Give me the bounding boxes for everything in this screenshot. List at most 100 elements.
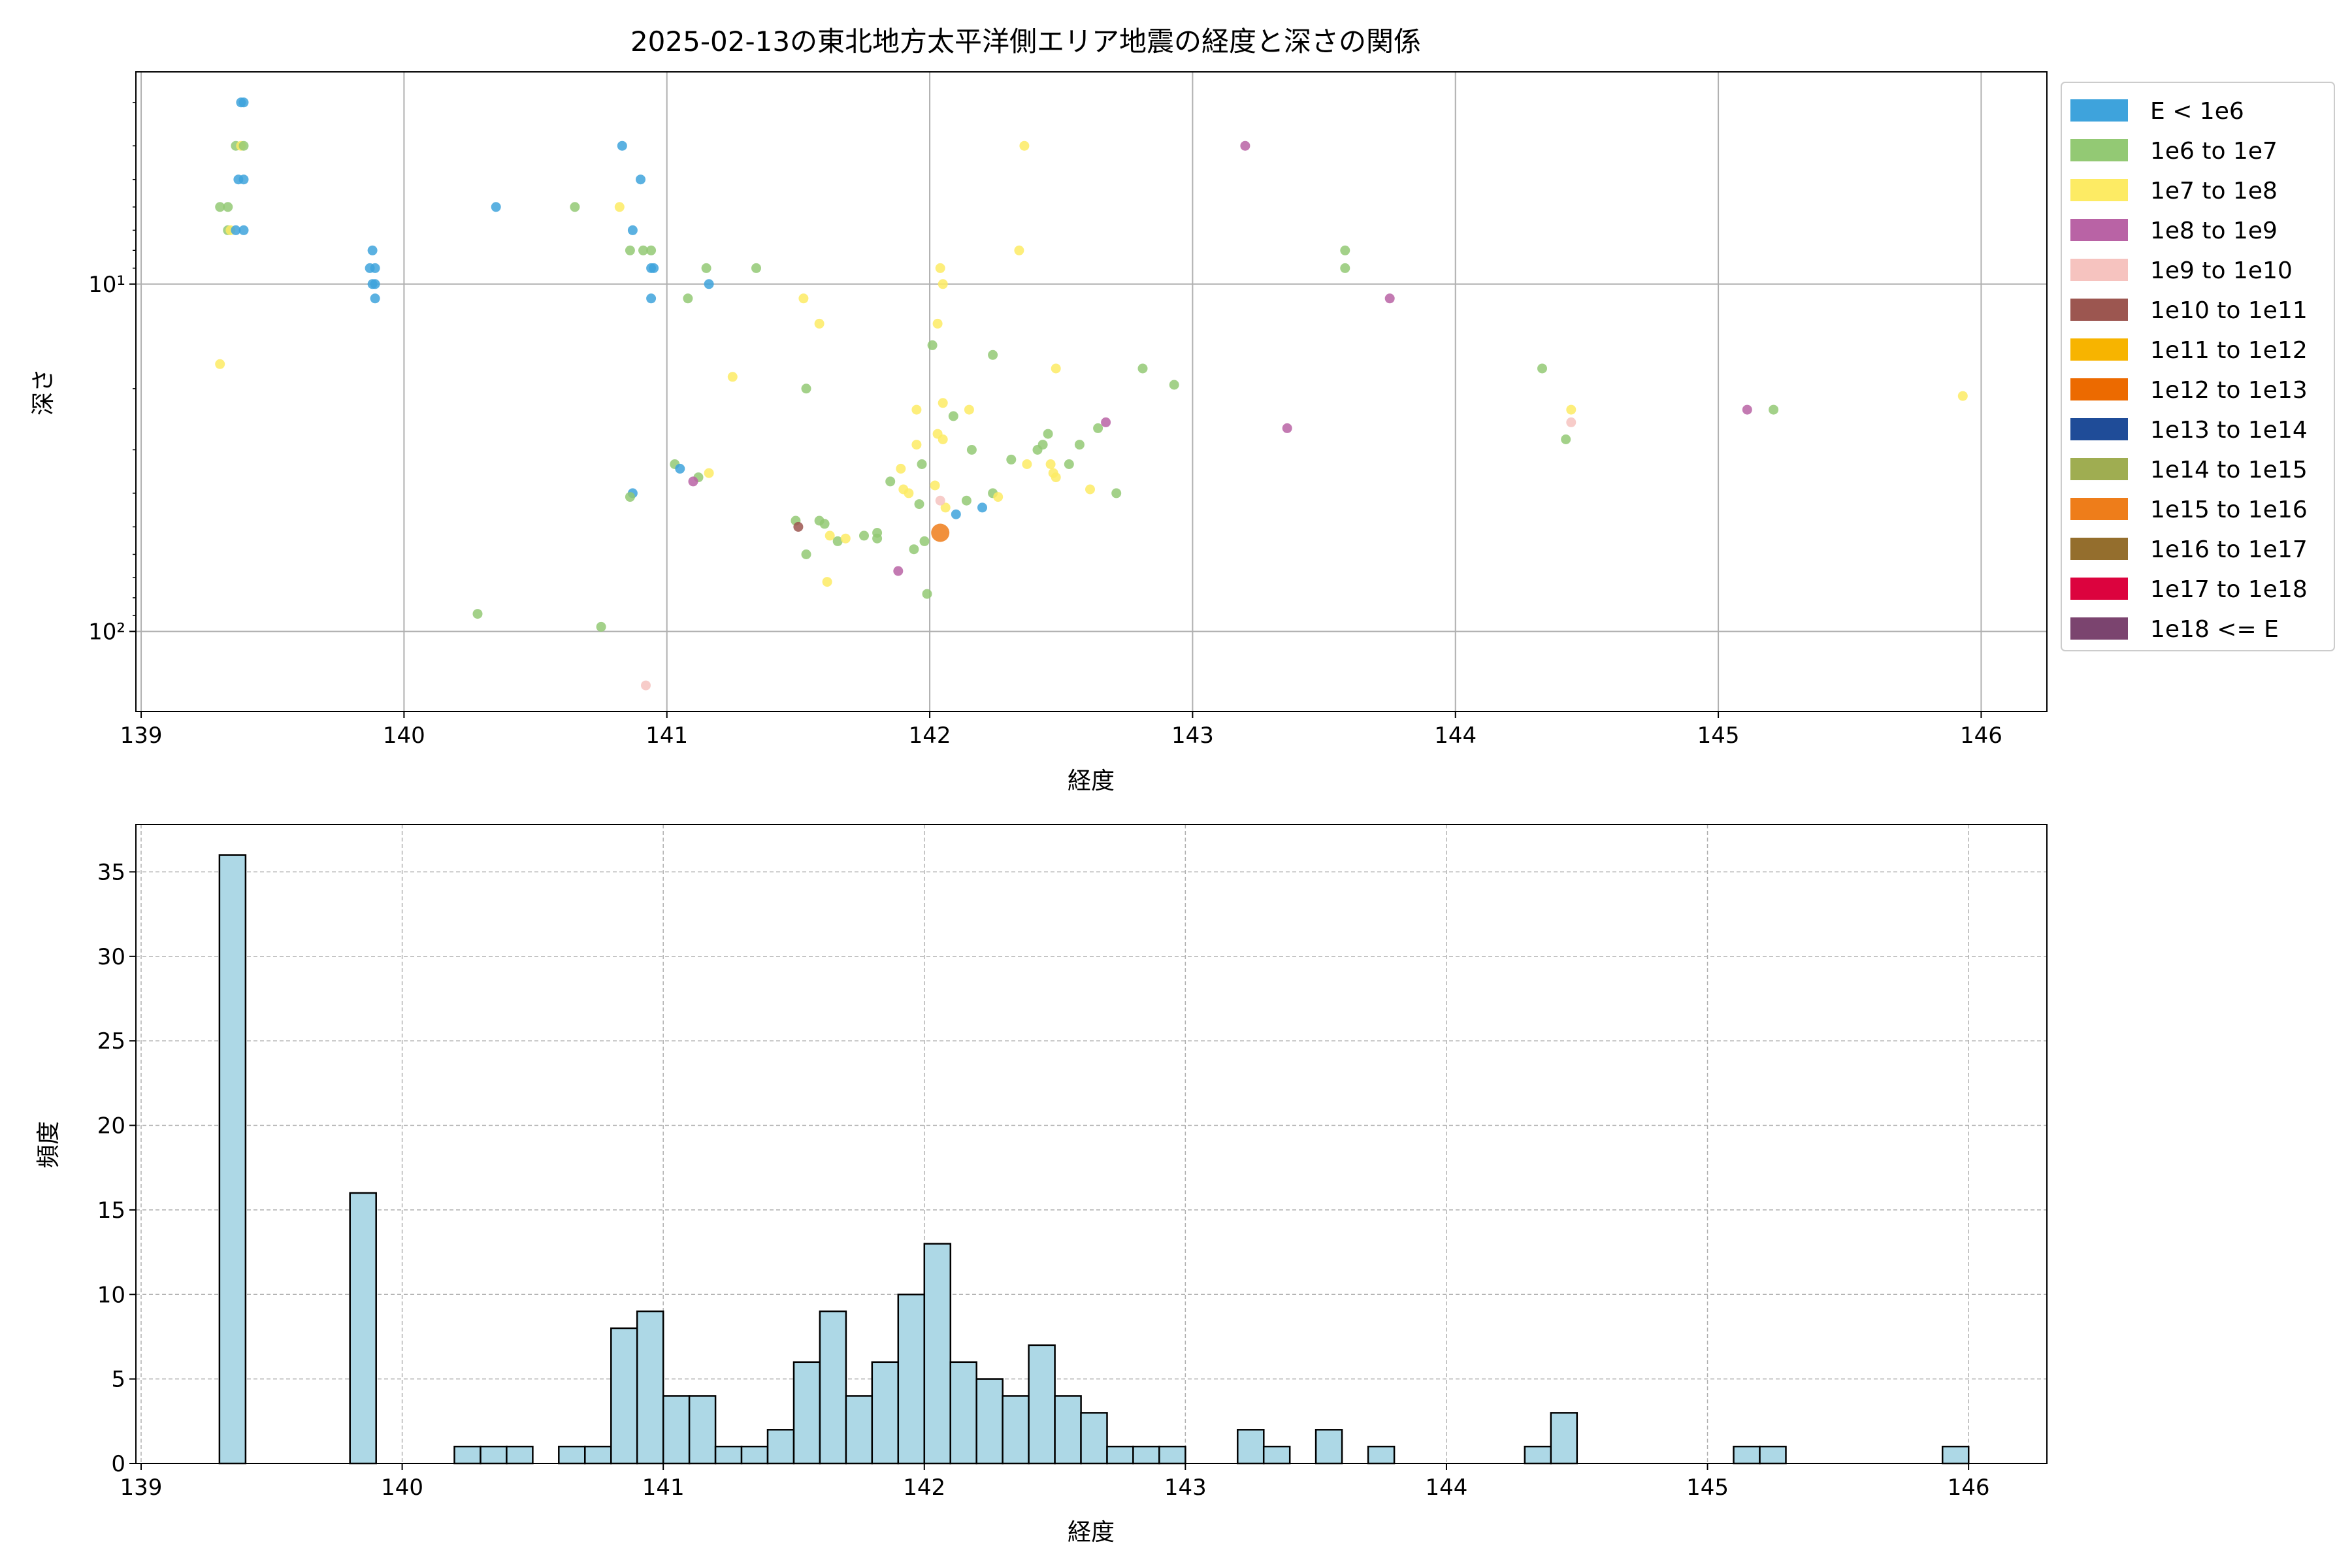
scatter-point: [491, 202, 501, 212]
histogram-bar: [688, 1395, 717, 1465]
legend-swatch: [2070, 139, 2128, 161]
scatter-point: [872, 533, 883, 544]
scatter-point: [893, 566, 904, 576]
scatter-point: [1051, 363, 1061, 374]
histogram-bar: [819, 1310, 847, 1465]
scatter-point: [935, 263, 945, 273]
scatter-point: [1074, 440, 1085, 450]
scatter-x-tick-label: 146: [1960, 723, 2002, 749]
histogram-chart: 139 140 141 142 143 144 145 146 0 5 10 15 20 25 30 35 経…: [35, 824, 2048, 1546]
scatter-point: [570, 202, 580, 212]
scatter-point: [938, 398, 948, 408]
legend-swatch: [2070, 617, 2128, 640]
scatter-point: [646, 245, 657, 255]
legend-swatch: [2070, 219, 2128, 241]
legend-swatch: [2070, 498, 2128, 520]
legend-label: 1e14 to 1e15: [2150, 457, 2308, 483]
histogram-bar: [1759, 1445, 1787, 1465]
scatter-point: [1101, 417, 1111, 427]
legend-label: 1e9 to 1e10: [2150, 257, 2293, 284]
scatter-point: [701, 263, 711, 273]
histogram-bar: [349, 1192, 377, 1465]
legend-label: 1e6 to 1e7: [2150, 138, 2278, 165]
scatter-point: [1085, 484, 1095, 495]
scatter-x-tick-label: 141: [645, 723, 688, 749]
histogram-bar: [1106, 1445, 1134, 1465]
legend-swatch: [2070, 338, 2128, 361]
scatter-point: [840, 533, 851, 544]
histogram-y-tick-label: 35: [97, 859, 125, 885]
histogram-bars: [218, 854, 1970, 1465]
scatter-points: [215, 97, 1968, 691]
scatter-point: [1111, 488, 1122, 498]
histogram-bar: [662, 1395, 691, 1465]
scatter-point: [917, 459, 927, 469]
scatter-point: [930, 480, 940, 491]
scatter-point: [231, 225, 241, 235]
scatter-x-tick-label: 144: [1434, 723, 1477, 749]
legend-label: 1e16 to 1e17: [2150, 536, 2308, 563]
scatter-point: [935, 495, 945, 506]
scatter-point: [1014, 245, 1024, 255]
scatter-point: [1566, 417, 1576, 427]
scatter-point: [617, 140, 627, 151]
scatter-point: [904, 488, 914, 498]
scatter-point: [636, 174, 645, 185]
scatter-point: [727, 372, 738, 382]
histogram-bar: [1367, 1445, 1396, 1465]
scatter-point: [238, 97, 249, 108]
scatter-point: [819, 519, 830, 529]
scatter-point: [649, 263, 659, 273]
histogram-bar: [923, 1243, 952, 1465]
histogram-ylabel: 頻度: [35, 1121, 62, 1168]
histogram-bar: [584, 1445, 612, 1465]
histogram-bar: [558, 1445, 586, 1465]
scatter-chart: 2025-02-13の東北地方太平洋側エリア地震の経度と深さの関係 139 140…: [30, 25, 2335, 794]
histogram-x-tick-label: 143: [1164, 1475, 1207, 1501]
legend-label: 1e11 to 1e12: [2150, 337, 2308, 364]
scatter-point: [1566, 404, 1576, 415]
scatter-y-tick-label: 10²: [88, 619, 125, 645]
scatter-point: [798, 293, 809, 304]
legend-label: 1e10 to 1e11: [2150, 297, 2308, 324]
legend-swatch: [2070, 378, 2128, 400]
scatter-point: [885, 476, 896, 487]
histogram-bar: [949, 1361, 977, 1465]
scatter-point: [1137, 363, 1148, 374]
scatter-point: [1037, 440, 1048, 450]
scatter-point: [940, 502, 951, 513]
scatter-grid: [136, 72, 2047, 711]
scatter-point: [625, 492, 635, 502]
scatter-point: [1045, 459, 1056, 469]
histogram-y-tick-label: 5: [111, 1367, 125, 1393]
histogram-x-tick-label: 141: [642, 1475, 685, 1501]
scatter-point: [646, 293, 657, 304]
legend-label: 1e17 to 1e18: [2150, 576, 2308, 603]
scatter-point: [1240, 140, 1250, 151]
histogram-x-tick-label: 142: [903, 1475, 945, 1501]
scatter-plot-frame: [135, 71, 2048, 712]
scatter-point: [370, 263, 380, 273]
histogram-bar: [480, 1445, 508, 1465]
histogram-ticks: 139 140 141 142 143 144 145 146 0 5 10 15 20 25 30 35: [97, 859, 1990, 1501]
legend-swatch: [2070, 458, 2128, 480]
scatter-point: [704, 279, 714, 289]
scatter-point: [993, 492, 1004, 502]
histogram-bar: [1262, 1445, 1291, 1465]
scatter-point: [927, 340, 938, 350]
scatter-point: [367, 245, 378, 255]
scatter-point: [801, 384, 811, 394]
scatter-point: [919, 536, 930, 546]
scatter-point: [822, 577, 832, 587]
histogram-y-tick-label: 30: [97, 944, 125, 970]
scatter-point: [1957, 391, 1968, 401]
histogram-bar: [1028, 1344, 1056, 1465]
scatter-point: [596, 621, 606, 632]
scatter-point: [215, 359, 225, 369]
scatter-point: [961, 495, 972, 506]
scatter-x-tick-label: 142: [909, 723, 951, 749]
scatter-point: [675, 463, 685, 474]
scatter-y-tick-label: 10¹: [88, 272, 125, 298]
histogram-bar: [453, 1445, 482, 1465]
